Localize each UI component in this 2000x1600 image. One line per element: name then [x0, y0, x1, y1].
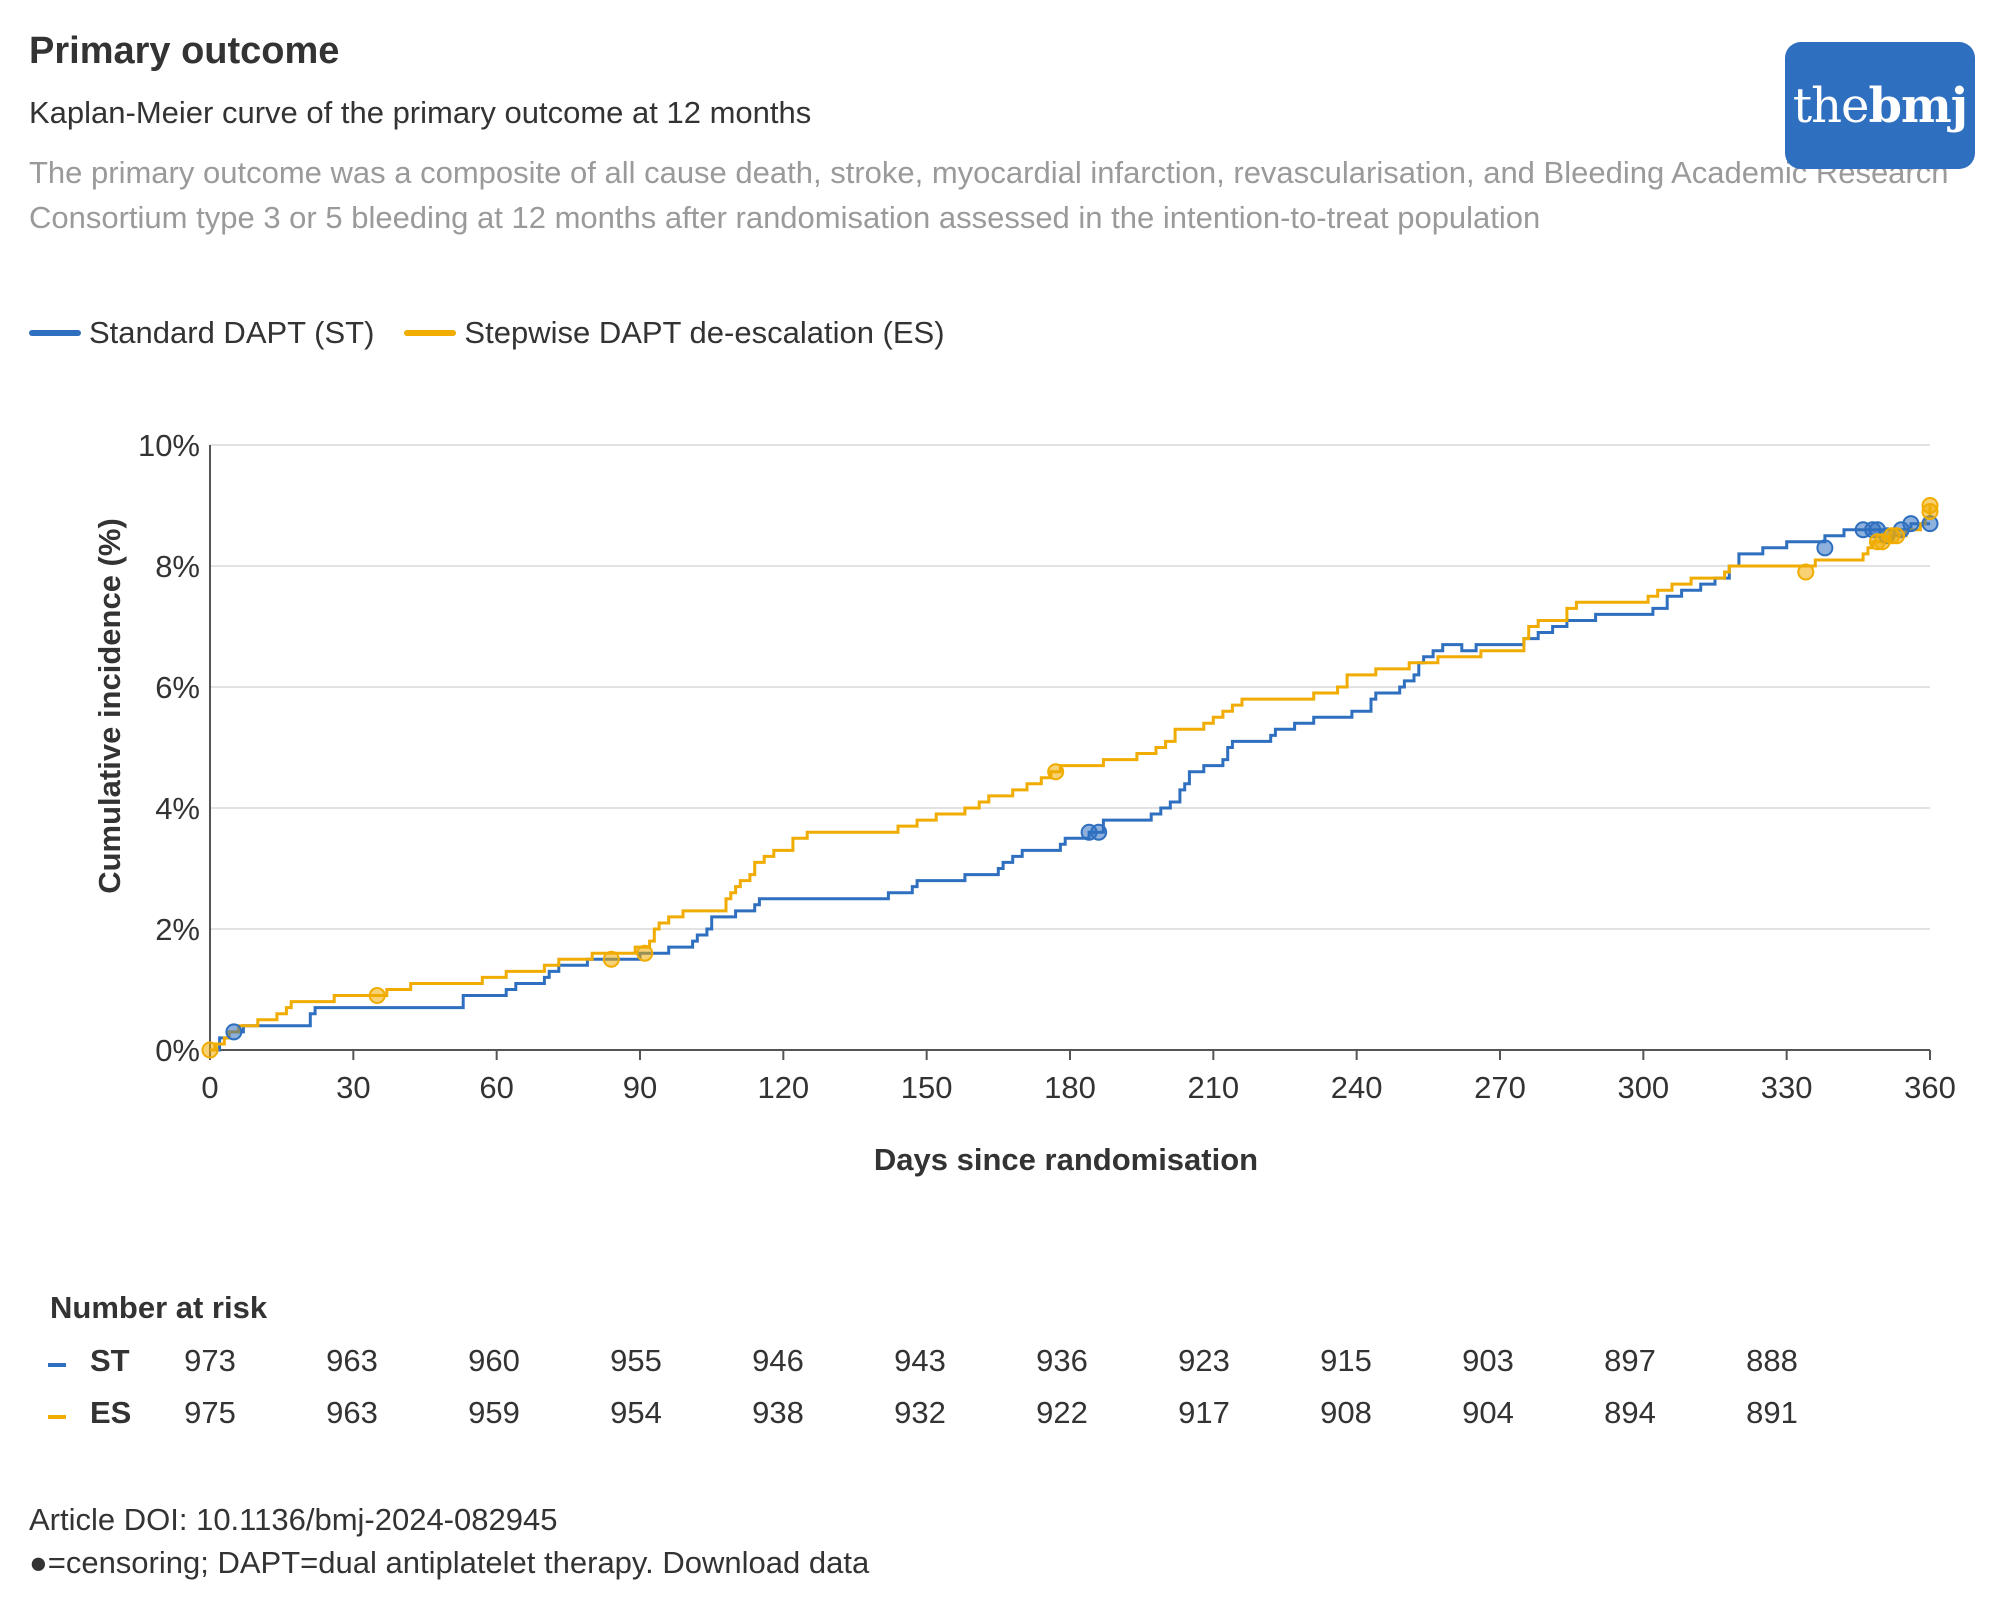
legend-swatch-st	[29, 330, 81, 336]
censor-mark-es	[1921, 503, 1939, 521]
legend-swatch-es	[404, 330, 457, 336]
bmj-logo-text: thebmj	[1792, 77, 1968, 134]
km-chart: 0% 2% 4% 6% 8% 10% 0 30 60 90 120 150 180 210 240 270 3…	[92, 428, 1956, 1177]
x-tick-label: 300	[1617, 1070, 1669, 1105]
x-tick-label: 120	[757, 1070, 809, 1105]
footnote: ●=censoring; DAPT=dual antiplatelet ther…	[29, 1545, 869, 1581]
risk-value: 963	[326, 1343, 378, 1378]
risk-value: 923	[1178, 1343, 1230, 1378]
risk-value: 908	[1320, 1395, 1372, 1430]
risk-value: 975	[184, 1395, 236, 1430]
censor-marks	[201, 497, 1939, 1059]
risk-value: 959	[468, 1395, 520, 1430]
censor-mark-es	[368, 987, 386, 1005]
risk-value: 922	[1036, 1395, 1088, 1430]
y-axis-label: Cumulative incidence (%)	[92, 518, 127, 894]
y-tick-label: 8%	[155, 549, 200, 584]
chart-description: The primary outcome was a composite of a…	[29, 155, 1949, 235]
x-tick-labels: 0 30 60 90 120 150 180 210 240 270 300 330 360	[201, 1050, 1956, 1105]
y-tick-label: 6%	[155, 670, 200, 705]
legend-item-es[interactable]: Stepwise DAPT de-escalation (ES)	[404, 315, 945, 351]
risk-value: 903	[1462, 1343, 1514, 1378]
censor-mark-es	[636, 944, 654, 962]
risk-value: 904	[1462, 1395, 1514, 1430]
risk-value: 954	[610, 1395, 662, 1430]
risk-value: 894	[1604, 1395, 1656, 1430]
x-tick-label: 90	[623, 1070, 657, 1105]
footnote-text: ●=censoring; DAPT=dual antiplatelet ther…	[29, 1545, 654, 1580]
y-tick-label: 4%	[155, 791, 200, 826]
risk-dash-es	[48, 1415, 66, 1419]
x-tick-label: 150	[901, 1070, 953, 1105]
x-tick-label: 30	[336, 1070, 370, 1105]
legend-label-es: Stepwise DAPT de-escalation (ES)	[464, 315, 945, 350]
risk-value: 973	[184, 1343, 236, 1378]
x-tick-label: 360	[1904, 1070, 1956, 1105]
risk-value: 917	[1178, 1395, 1230, 1430]
series-line-st	[210, 522, 1930, 1052]
risk-value: 891	[1746, 1395, 1798, 1430]
risk-value: 963	[326, 1395, 378, 1430]
censor-mark-es	[1888, 527, 1906, 545]
bmj-logo[interactable]: thebmj	[1785, 42, 1975, 169]
x-tick-label: 240	[1331, 1070, 1383, 1105]
risk-value: 955	[610, 1343, 662, 1378]
series-line-es	[210, 505, 1932, 1052]
risk-value: 943	[894, 1343, 946, 1378]
x-tick-label: 60	[479, 1070, 513, 1105]
x-tick-label: 330	[1761, 1070, 1813, 1105]
risk-value: 936	[1036, 1343, 1088, 1378]
x-axis-label: Days since randomisation	[874, 1142, 1258, 1177]
risk-value: 932	[894, 1395, 946, 1430]
risk-value: 960	[468, 1343, 520, 1378]
x-tick-label: 0	[201, 1070, 218, 1105]
risk-value: 938	[752, 1395, 804, 1430]
risk-row-st: ST 973 963 960 955 946 943 936 923 915 903 897 888	[0, 1343, 2000, 1383]
censor-mark-st	[1902, 515, 1920, 533]
risk-label-es: ES	[90, 1395, 132, 1430]
risk-row-es: ES 975 963 959 954 938 932 922 917 908 904 894 891	[0, 1395, 2000, 1435]
legend-label-st: Standard DAPT (ST)	[89, 315, 375, 350]
series-curves	[210, 505, 1932, 1052]
censor-mark-es	[602, 950, 620, 968]
censor-mark-es	[201, 1041, 219, 1059]
censor-mark-es	[1797, 563, 1815, 581]
risk-value: 888	[1746, 1343, 1798, 1378]
x-tick-label: 180	[1044, 1070, 1096, 1105]
y-tick-label: 10%	[138, 428, 200, 463]
censor-mark-es	[1047, 763, 1065, 781]
censor-mark-st	[1090, 823, 1108, 841]
download-data-link[interactable]: Download data	[662, 1545, 870, 1580]
legend-item-st[interactable]: Standard DAPT (ST)	[29, 315, 374, 351]
chart-subtitle: Kaplan-Meier curve of the primary outcom…	[29, 95, 812, 130]
risk-dash-st	[48, 1363, 66, 1367]
y-tick-label: 2%	[155, 912, 200, 947]
legend: Standard DAPT (ST) Stepwise DAPT de-esca…	[29, 315, 975, 351]
y-tick-labels: 0% 2% 4% 6% 8% 10%	[138, 428, 200, 1068]
risk-label-st: ST	[90, 1343, 130, 1378]
chart-title: Primary outcome	[29, 30, 340, 72]
censor-mark-st	[1816, 539, 1834, 557]
risk-value: 946	[752, 1343, 804, 1378]
risk-value: 897	[1604, 1343, 1656, 1378]
x-tick-label: 210	[1187, 1070, 1239, 1105]
y-tick-label: 0%	[155, 1033, 200, 1068]
number-at-risk-title: Number at risk	[50, 1290, 268, 1325]
grid-lines	[209, 444, 1930, 1051]
x-tick-label: 270	[1474, 1070, 1526, 1105]
risk-value: 915	[1320, 1343, 1372, 1378]
censor-mark-st	[225, 1023, 243, 1041]
article-doi: Article DOI: 10.1136/bmj-2024-082945	[29, 1502, 558, 1537]
